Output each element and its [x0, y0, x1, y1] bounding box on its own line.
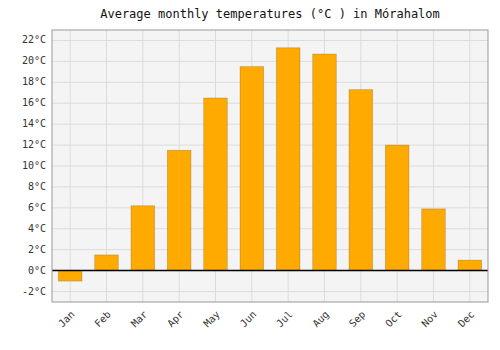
bar — [167, 150, 191, 270]
x-tick-label: Apr — [165, 309, 186, 330]
x-tick-label: Dec — [456, 309, 477, 330]
x-tick-label: Mar — [129, 309, 150, 330]
y-tick-label: 18°C — [22, 76, 46, 87]
grid-line — [52, 103, 488, 104]
grid-line — [52, 166, 488, 167]
y-tick-label: 12°C — [22, 139, 46, 150]
y-tick-label: 2°C — [28, 244, 46, 255]
bar — [385, 145, 409, 271]
bar — [58, 271, 82, 281]
y-tick-label: 22°C — [22, 34, 46, 45]
y-tick-label: -2°C — [22, 286, 46, 297]
y-tick-label: 4°C — [28, 223, 46, 234]
grid-line — [52, 145, 488, 146]
x-tick-label: Oct — [383, 309, 404, 330]
bar — [204, 98, 228, 271]
grid-line — [52, 40, 488, 41]
grid-line — [52, 61, 488, 62]
y-tick-label: 16°C — [22, 97, 46, 108]
bar — [313, 54, 337, 271]
x-tick-label: Nov — [419, 309, 440, 330]
plot-area — [52, 30, 488, 302]
bar — [131, 206, 155, 271]
grid-line — [52, 124, 488, 125]
grid-line — [52, 291, 488, 292]
x-tick-label: Feb — [92, 309, 113, 330]
bar — [240, 67, 264, 271]
bars — [58, 48, 481, 281]
grid-line — [52, 270, 488, 271]
bar — [458, 260, 482, 270]
y-tick-label: 8°C — [28, 181, 46, 192]
bar — [422, 209, 446, 271]
y-tick-label: 0°C — [28, 265, 46, 276]
x-tick-label: May — [201, 309, 222, 330]
grid-line — [52, 186, 488, 187]
y-tick-label: 10°C — [22, 160, 46, 171]
y-tick-label: 14°C — [22, 118, 46, 129]
plot-frame — [52, 30, 488, 302]
bar — [276, 48, 300, 271]
x-tick-label: Aug — [310, 309, 331, 330]
bar — [349, 90, 373, 271]
grid-line — [70, 30, 71, 302]
x-tick-label: Jun — [238, 309, 259, 330]
title: Average monthly temperatures (°C ) in Mó… — [100, 7, 440, 21]
grid-line — [52, 82, 488, 83]
chart: -2°C 0°C 2°C 4°C 6°C 8°C 10°C 12°C 14°C 16°C 18°C 2… — [0, 0, 500, 350]
zero-line — [52, 270, 488, 272]
x-tick-label: Jan — [56, 309, 77, 330]
x-tick-label: Jul — [274, 309, 295, 330]
bar — [95, 255, 119, 271]
grid-line — [52, 207, 488, 208]
y-tick-label: 6°C — [28, 202, 46, 213]
y-tick-label: 20°C — [22, 55, 46, 66]
x-tick-label: Sep — [347, 309, 368, 330]
